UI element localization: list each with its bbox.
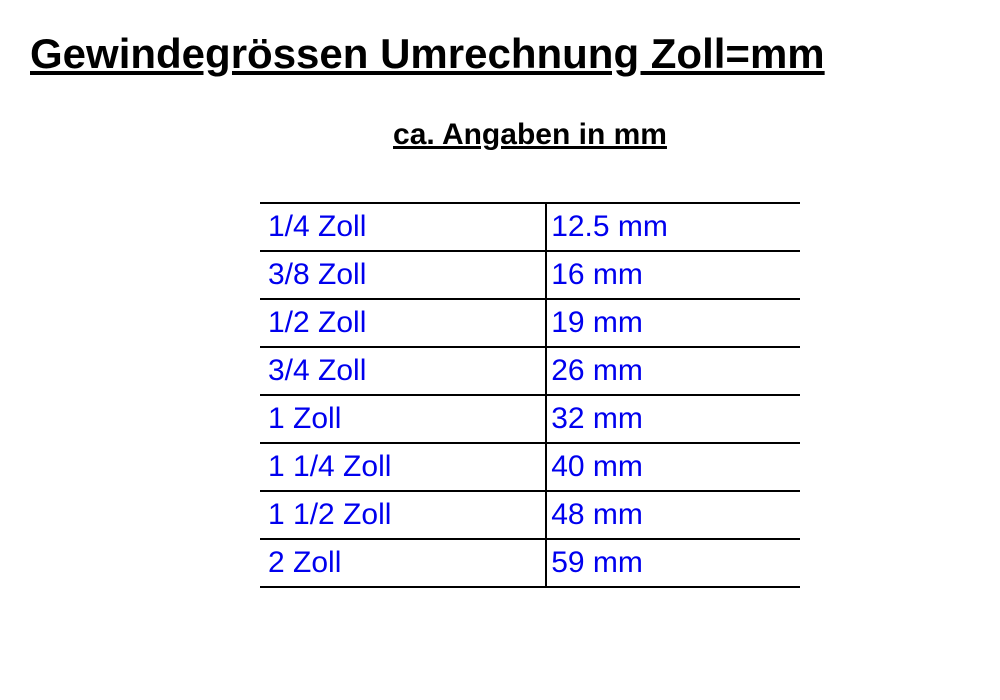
cell-mm: 16 mm <box>546 251 800 299</box>
cell-zoll: 1/2 Zoll <box>260 299 546 347</box>
table-row: 1 1/4 Zoll 40 mm <box>260 443 800 491</box>
table-row: 1 1/2 Zoll 48 mm <box>260 491 800 539</box>
cell-zoll: 1 Zoll <box>260 395 546 443</box>
cell-mm: 12.5 mm <box>546 203 800 251</box>
cell-mm: 59 mm <box>546 539 800 587</box>
cell-mm: 26 mm <box>546 347 800 395</box>
cell-zoll: 3/4 Zoll <box>260 347 546 395</box>
conversion-table-body: 1/4 Zoll 12.5 mm 3/8 Zoll 16 mm 1/2 Zoll… <box>260 203 800 587</box>
table-row: 1/2 Zoll 19 mm <box>260 299 800 347</box>
table-row: 3/4 Zoll 26 mm <box>260 347 800 395</box>
cell-zoll: 3/8 Zoll <box>260 251 546 299</box>
cell-mm: 19 mm <box>546 299 800 347</box>
cell-mm: 48 mm <box>546 491 800 539</box>
cell-mm: 32 mm <box>546 395 800 443</box>
cell-zoll: 1/4 Zoll <box>260 203 546 251</box>
table-row: 2 Zoll 59 mm <box>260 539 800 587</box>
table-row: 1 Zoll 32 mm <box>260 395 800 443</box>
cell-zoll: 1 1/4 Zoll <box>260 443 546 491</box>
cell-mm: 40 mm <box>546 443 800 491</box>
conversion-table: 1/4 Zoll 12.5 mm 3/8 Zoll 16 mm 1/2 Zoll… <box>260 202 800 588</box>
conversion-table-wrap: 1/4 Zoll 12.5 mm 3/8 Zoll 16 mm 1/2 Zoll… <box>260 202 800 588</box>
table-row: 1/4 Zoll 12.5 mm <box>260 203 800 251</box>
cell-zoll: 1 1/2 Zoll <box>260 491 546 539</box>
table-row: 3/8 Zoll 16 mm <box>260 251 800 299</box>
cell-zoll: 2 Zoll <box>260 539 546 587</box>
page-subtitle: ca. Angaben in mm <box>250 118 810 152</box>
page-title: Gewindegrössen Umrechnung Zoll=mm <box>30 30 970 78</box>
